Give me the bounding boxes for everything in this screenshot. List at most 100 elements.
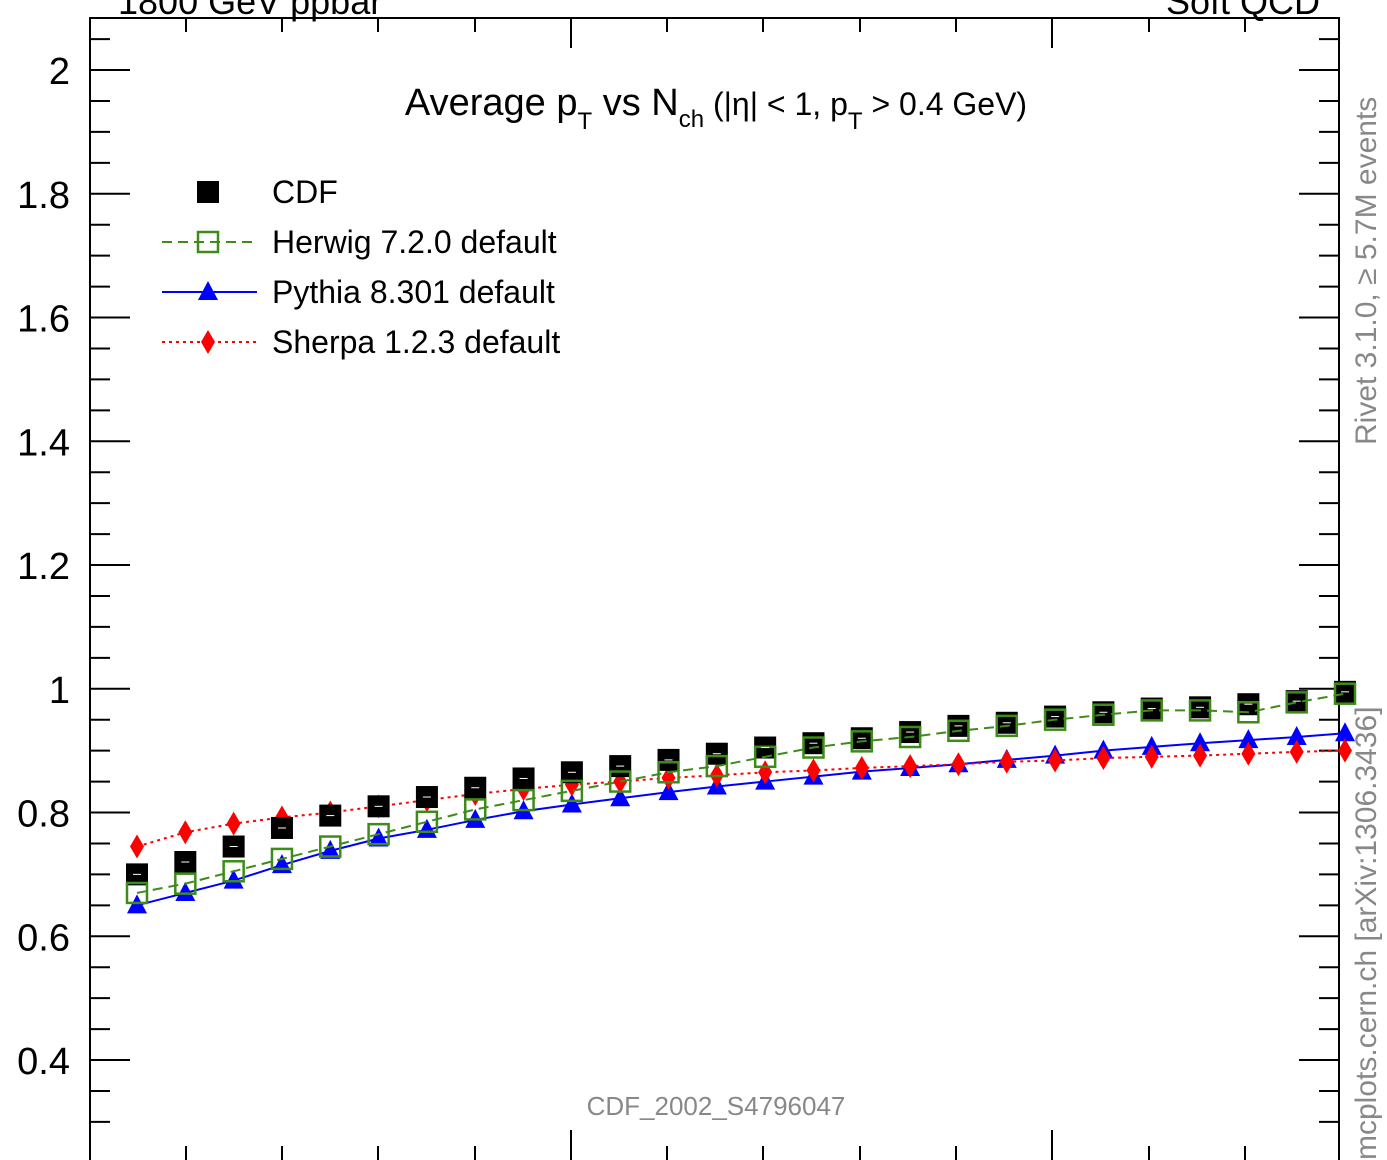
data-point (1237, 701, 1260, 724)
data-point (1043, 708, 1067, 731)
top-left-label: 1800 GeV ppbar (118, 0, 382, 22)
data-point (415, 810, 439, 834)
data-point (1188, 699, 1212, 722)
y-tick-label: 0.4 (17, 1041, 70, 1083)
data-point (174, 872, 197, 895)
data-point (368, 827, 389, 847)
data-point (951, 752, 966, 777)
data-point (903, 754, 918, 779)
legend-label: Sherpa 1.2.3 default (272, 324, 560, 360)
data-point (1144, 744, 1159, 769)
data-point (175, 881, 196, 901)
y-tick-label: 1.8 (17, 175, 70, 217)
data-point (1289, 739, 1304, 764)
cdf-error-bars (133, 691, 1349, 875)
data-point (1241, 741, 1256, 766)
data-point (854, 755, 869, 780)
top-right-label: Soft QCD (1166, 0, 1320, 22)
y-tick-label: 2 (49, 51, 70, 93)
y-tick-label: 1 (49, 670, 70, 712)
y-tick-label: 0.8 (17, 794, 70, 836)
data-point (1048, 748, 1063, 773)
data-point (270, 847, 294, 871)
legend-label: Pythia 8.301 default (272, 274, 555, 310)
data-point (610, 787, 631, 807)
data-point (320, 839, 341, 859)
y-tick-labels: 0.4 0.6 0.8 1 1.2 1.4 1.6 1.8 2 (17, 51, 70, 1083)
series-layer (125, 680, 1357, 914)
legend-marker (197, 181, 219, 203)
data-point (1286, 726, 1307, 746)
legend-item: Sherpa 1.2.3 default (162, 324, 560, 360)
data-point (1193, 743, 1208, 768)
data-point (802, 736, 825, 759)
series-herwig-7-2-0-default (125, 682, 1357, 905)
data-point (999, 749, 1014, 774)
data-point (1140, 699, 1163, 722)
data-point (512, 788, 535, 812)
series-sherpa-1-2-3-default (130, 738, 1352, 859)
data-point (753, 745, 777, 769)
analysis-watermark: CDF_2002_S4796047 (587, 1091, 846, 1121)
title-sub-c: T (848, 108, 863, 135)
plot-frame (89, 17, 1340, 1160)
data-point (1285, 691, 1308, 714)
data-point (178, 820, 193, 845)
title-part-b: vs N (592, 82, 679, 124)
data-point (995, 714, 1019, 738)
data-point (705, 754, 729, 778)
data-point (367, 822, 390, 846)
data-point (560, 779, 584, 803)
data-point (416, 818, 437, 838)
title-part-a: Average p (405, 82, 578, 124)
legend-marker (196, 230, 220, 254)
legend: CDF Herwig 7.2.0 default Pythia 8.301 defa… (162, 174, 560, 360)
title-part-d: > 0.4 GeV) (863, 86, 1028, 122)
data-point (319, 835, 342, 858)
y-tick-label: 0.6 (17, 917, 70, 959)
side-label-bottom: mcplots.cern.ch [arXiv:1306.3436] (1350, 706, 1383, 1160)
data-point (1338, 738, 1352, 763)
legend-marker (198, 281, 218, 300)
data-point (226, 811, 241, 836)
chart-title: Average pT vs Nch (|η| < 1, pT > 0.4 GeV… (405, 82, 1027, 135)
data-point (898, 725, 922, 749)
series-line (136, 732, 1346, 907)
legend-label: CDF (272, 174, 338, 210)
series-pythia-8-301-default (127, 722, 1355, 914)
series-line (136, 692, 1346, 894)
data-point (130, 834, 144, 859)
data-point (608, 770, 632, 793)
data-point (657, 761, 680, 784)
legend-item: Pythia 8.301 default (162, 274, 555, 310)
legend-label: Herwig 7.2.0 default (272, 224, 557, 260)
data-point (1333, 682, 1357, 705)
legend-item: CDF (197, 174, 338, 210)
data-point (1335, 722, 1355, 742)
data-point (463, 798, 487, 821)
data-point (658, 781, 679, 801)
y-tick-label: 1.2 (17, 546, 70, 588)
data-point (125, 881, 149, 905)
y-tick-label: 1.4 (17, 422, 70, 464)
data-point (222, 860, 245, 883)
data-point (947, 719, 970, 743)
axis-ticks (90, 18, 1339, 1160)
data-point (1190, 732, 1211, 752)
title-part-c: (|η| < 1, p (704, 86, 848, 122)
data-point (806, 758, 821, 783)
data-point (1238, 729, 1259, 749)
data-point (850, 730, 874, 753)
side-label-top: Rivet 3.1.0, ≥ 5.7M events (1350, 97, 1383, 445)
data-point (223, 869, 244, 889)
data-point (1096, 746, 1111, 771)
data-point (1092, 703, 1115, 726)
series-line (136, 749, 1346, 848)
legend-item: Herwig 7.2.0 default (162, 224, 557, 260)
data-point (561, 793, 582, 813)
legend-marker (201, 330, 215, 354)
title-sub-b: ch (679, 106, 704, 133)
title-sub-a: T (577, 108, 592, 135)
y-tick-label: 1.6 (17, 299, 70, 341)
